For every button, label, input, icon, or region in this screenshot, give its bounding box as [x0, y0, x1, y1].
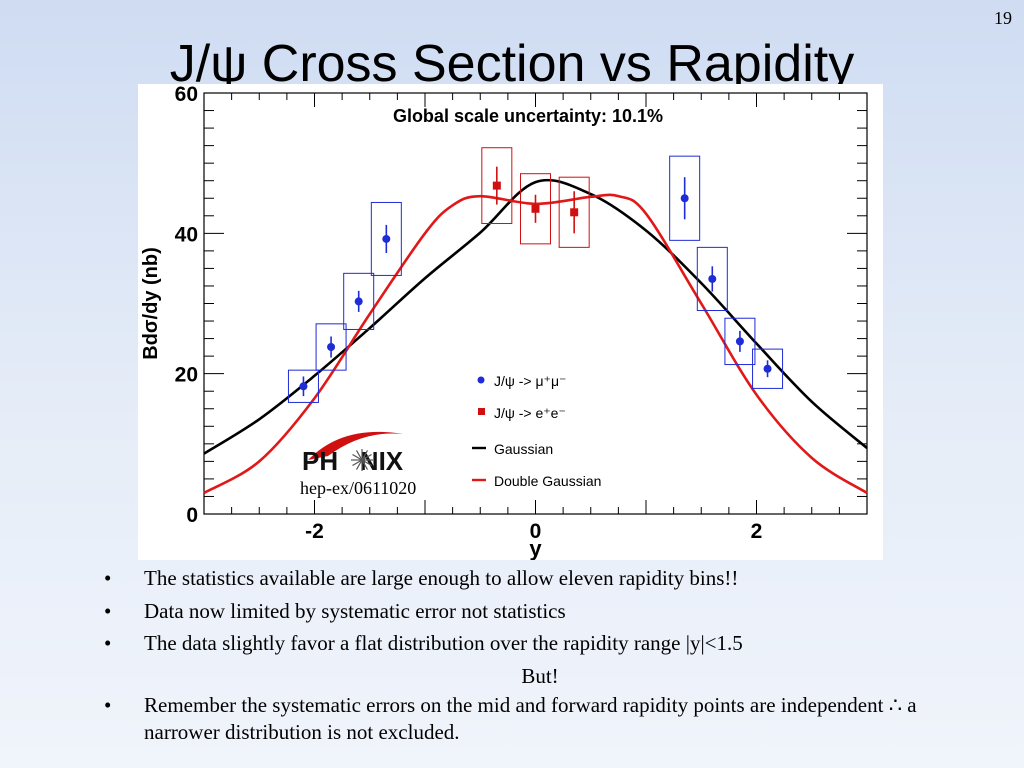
y-tick-label: 20 [175, 364, 198, 387]
bullet-dot: • [104, 566, 112, 590]
x-tick-label: -2 [305, 520, 324, 543]
sys-error-box [696, 246, 728, 312]
data-point-mumu [735, 337, 744, 346]
data-point-mumu [763, 364, 772, 373]
data-point-mumu [327, 343, 336, 352]
sys-error-box [315, 323, 347, 371]
bullet-dot: • [104, 598, 112, 623]
legend-marker-ee [478, 408, 485, 415]
bullet-dot: • [104, 693, 112, 718]
y-tick-label: 60 [175, 84, 198, 106]
sys-error-box [287, 369, 319, 403]
y-tick-label: 0 [186, 504, 198, 527]
data-point-mumu [382, 234, 391, 243]
data-point-mumu [354, 297, 363, 306]
x-tick-label: 0 [530, 520, 542, 543]
logo-star-ray [355, 450, 363, 461]
sys-error-box [669, 155, 701, 241]
sys-error-box [558, 176, 590, 248]
bullet-list: • The statistics available are large enou… [100, 562, 980, 747]
x-tick-label: 2 [751, 520, 763, 543]
slide-title: J/ψ Cross Section vs Rapidity [169, 35, 855, 93]
logo-star-ray [361, 453, 372, 461]
data-point-mumu [680, 194, 689, 203]
slide-number: 19 [994, 8, 1012, 28]
legend-marker-mumu [477, 376, 485, 384]
bullet-item: • Remember the systematic errors on the m… [100, 692, 980, 747]
legend-label: J/ψ -> e⁺e⁻ [494, 405, 566, 421]
legend-label: J/ψ -> μ⁺μ⁻ [494, 373, 566, 389]
sys-error-box [370, 201, 402, 276]
phenix-logo: PH NIX [302, 431, 404, 476]
bullet-item: • The statistics available are large enou… [100, 562, 980, 595]
logo-star-ray [361, 459, 369, 470]
bullet-text: Remember the systematic errors on the mi… [144, 693, 917, 745]
sys-error-box [343, 272, 375, 330]
bullet-text: The statistics available are large enoug… [144, 566, 739, 590]
curve-gaussian [203, 178, 868, 455]
centered-line: But! [521, 663, 559, 688]
bullet-item: • Data now limited by systematic error no… [100, 595, 980, 628]
legend-label: Double Gaussian [494, 473, 601, 489]
bullet-item: • The data slightly favor a flat distribu… [100, 627, 980, 660]
x-axis-label: y [529, 536, 542, 560]
bullet-text: Data now limited by systematic error not… [144, 598, 566, 623]
logo-star-ray [361, 450, 369, 461]
chart-title: Global scale uncertainty: 10.1% [393, 106, 663, 126]
logo-star-ray [361, 459, 372, 467]
legend-label: Gaussian [494, 441, 553, 457]
rapidity-chart: 0 20 40 60 -2 0 2 y Bdσ/dy (nb) Global scale unce… [140, 84, 868, 560]
chart-panel: 0 20 40 60 -2 0 2 y Bdσ/dy (nb) Global scale unce… [138, 84, 883, 560]
data-point-mumu [299, 382, 308, 391]
logo-text: PH NIX [302, 446, 404, 476]
data-point-ee [531, 204, 540, 213]
sys-error-box [752, 348, 784, 389]
data-point-ee [492, 181, 501, 190]
sys-error-box [520, 173, 551, 245]
sys-error-box [481, 147, 513, 225]
logo-star-ray [352, 459, 363, 467]
reference-label: hep-ex/0611020 [300, 478, 416, 498]
y-tick-label: 40 [175, 223, 198, 246]
logo-star-ray [352, 453, 363, 461]
sys-error-box [724, 317, 756, 366]
bullet-dot: • [104, 631, 112, 656]
data-point-mumu [708, 274, 717, 283]
data-point-ee [570, 208, 579, 217]
logo-swoosh [308, 431, 403, 460]
bullet-text: The data slightly favor a flat distribut… [144, 631, 743, 656]
logo-star-ray [355, 459, 363, 470]
y-axis-label: Bdσ/dy (nb) [140, 247, 162, 360]
